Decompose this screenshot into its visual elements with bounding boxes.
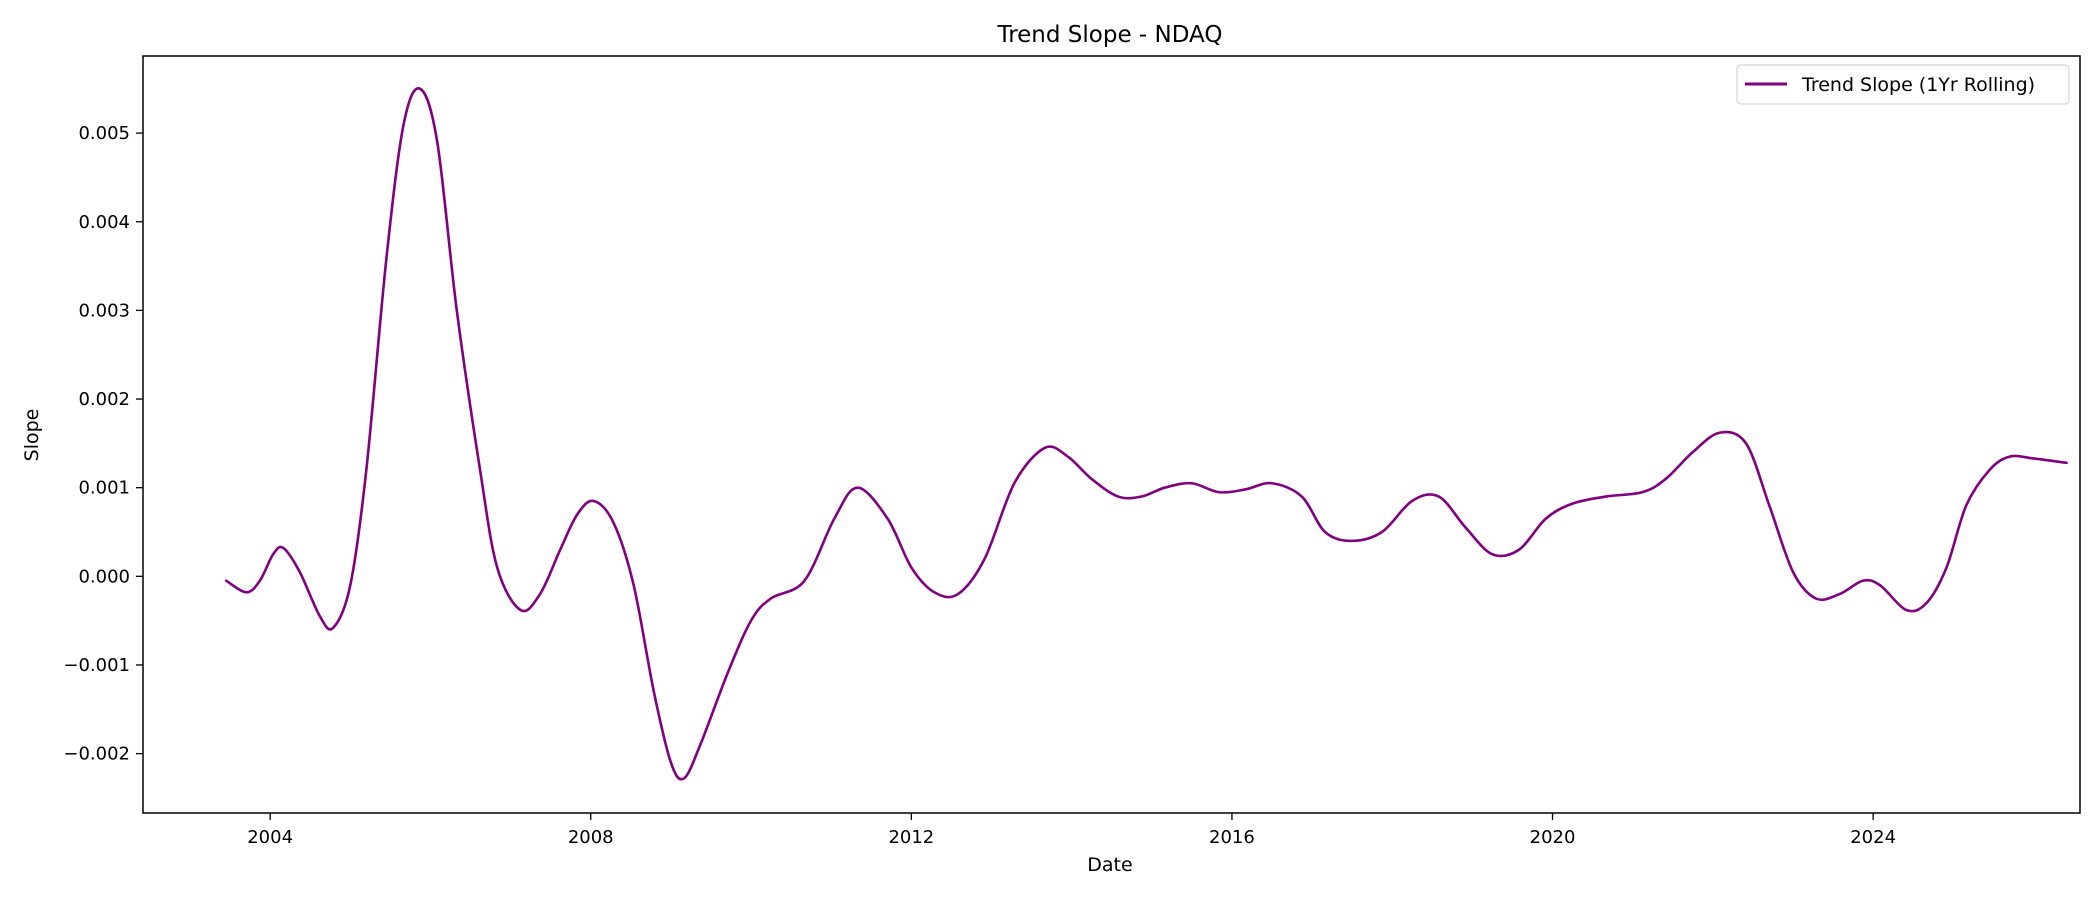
series-line-trend-slope (224, 87, 2068, 781)
x-tick-label: 2004 (247, 827, 293, 848)
y-tick-label: 0.001 (78, 478, 130, 499)
legend-label: Trend Slope (1Yr Rolling) (1801, 74, 2035, 96)
x-tick-label: 2016 (1209, 827, 1255, 848)
chart-title: Trend Slope - NDAQ (997, 22, 1223, 48)
x-tick-label: 2024 (1850, 827, 1896, 848)
series-layer (224, 87, 2068, 781)
legend-box (1736, 64, 2070, 105)
y-tick-label: −0.002 (63, 744, 130, 765)
y-axis: −0.002 −0.001 0.000 0.001 0.002 0.003 0.004 0.0… (63, 123, 143, 765)
y-tick-label: 0.003 (78, 300, 130, 321)
x-axis-title: Date (1087, 854, 1132, 876)
legend: Trend Slope (1Yr Rolling) (1736, 64, 2070, 105)
y-axis-title: Slope (21, 409, 43, 462)
plot-area (142, 55, 2081, 814)
y-tick-label: 0.004 (78, 212, 130, 233)
x-tick-label: 2008 (568, 827, 614, 848)
y-tick-label: 0.000 (78, 566, 130, 587)
x-tick-label: 2012 (888, 827, 934, 848)
y-tick-label: −0.001 (63, 655, 130, 676)
x-axis: 2004 2008 2012 2016 2020 2024 (247, 813, 1896, 848)
x-tick-label: 2020 (1530, 827, 1576, 848)
y-tick-label: 0.002 (78, 389, 130, 410)
y-tick-label: 0.005 (78, 123, 130, 144)
